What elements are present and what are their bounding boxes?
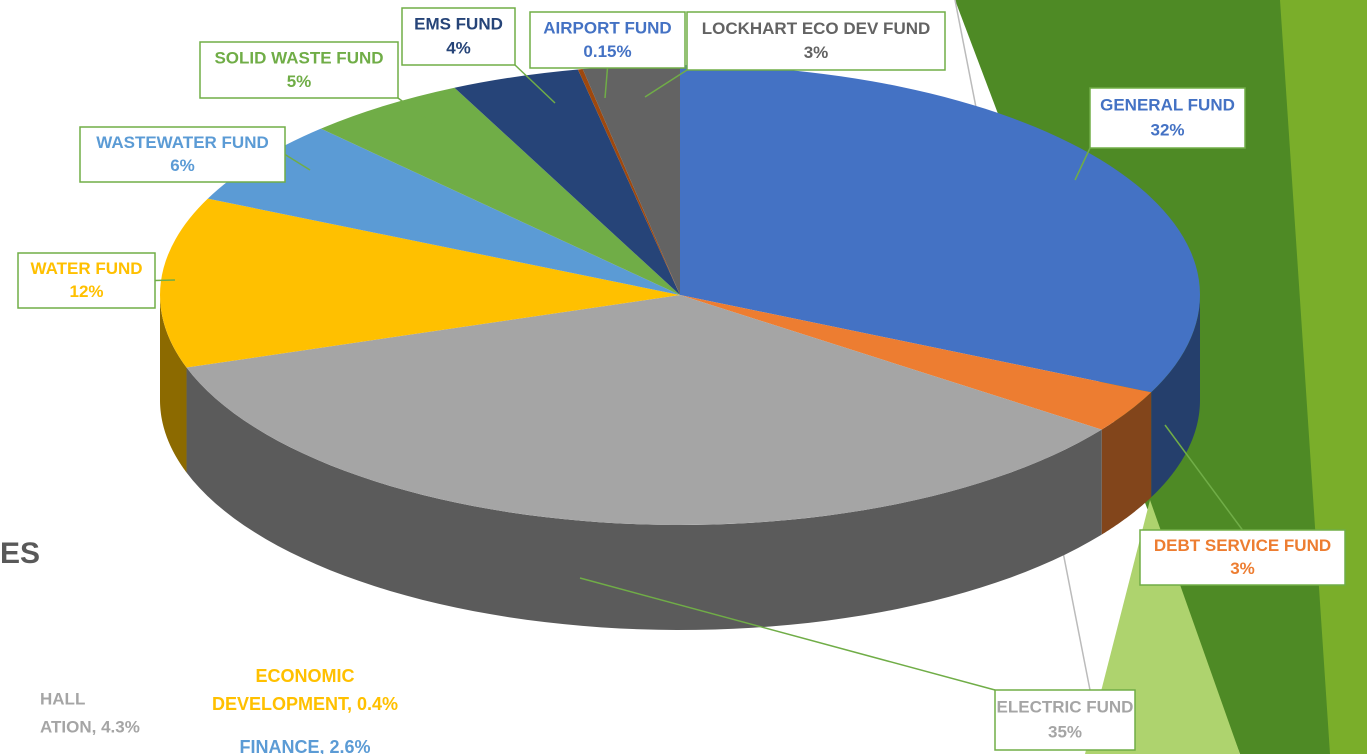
leader-line [1074,147,1091,181]
label-box [17,252,156,309]
fragment-text: HALL [40,689,85,708]
label-box [79,126,286,183]
fragment-text: ECONOMIC [256,666,355,686]
label-value: 0.15% [583,42,631,61]
slice [582,65,680,295]
leader-line [604,67,609,99]
slice [207,128,681,295]
leader-line [579,577,996,691]
label-box [1139,529,1346,586]
label-name: EMS FUND [414,15,503,34]
label-box [529,11,686,69]
slice-side [160,295,187,473]
label-name: DEBT SERVICE FUND [1154,536,1331,555]
label-box [199,41,399,99]
label-name: GENERAL FUND [1100,95,1235,114]
fragment-text: FINANCE, 2.6% [239,737,370,754]
label-name: ELECTRIC FUND [997,697,1134,716]
fragment-text: ATION, 4.3% [40,717,140,736]
label-value: 3% [804,43,829,62]
label-value: 5% [287,72,312,91]
label-value: 4% [446,39,471,58]
label-box [1089,87,1246,149]
fragment-text: DEVELOPMENT, 0.4% [212,694,398,714]
leader-line [284,153,311,171]
label-name: LOCKHART ECO DEV FUND [702,19,931,38]
leader-line [514,64,556,104]
leader-line [397,97,436,126]
slice-side [1101,392,1152,535]
label-value: 6% [170,156,195,175]
slice [680,65,1200,393]
label-value: 3% [1230,559,1255,578]
label-name: WATER FUND [30,259,142,278]
slice [577,69,680,296]
label-name: WASTEWATER FUND [96,133,269,152]
slice-side [1151,295,1200,498]
label-name: AIRPORT FUND [543,18,671,37]
label-box [401,7,516,66]
slice [680,295,1152,430]
label-box [994,689,1136,751]
label-value: 35% [1048,723,1082,742]
leader-line [1164,424,1244,531]
slice [320,87,680,295]
slice [186,295,1102,525]
leader-line [644,69,688,98]
slice-side [186,367,1102,630]
leader-line [154,279,176,282]
slice [159,198,680,368]
label-value: 32% [1150,121,1184,140]
fragment-text: ES [0,537,40,570]
label-box [686,11,946,71]
slice [454,69,680,296]
label-value: 12% [69,282,103,301]
label-name: SOLID WASTE FUND [214,48,383,67]
